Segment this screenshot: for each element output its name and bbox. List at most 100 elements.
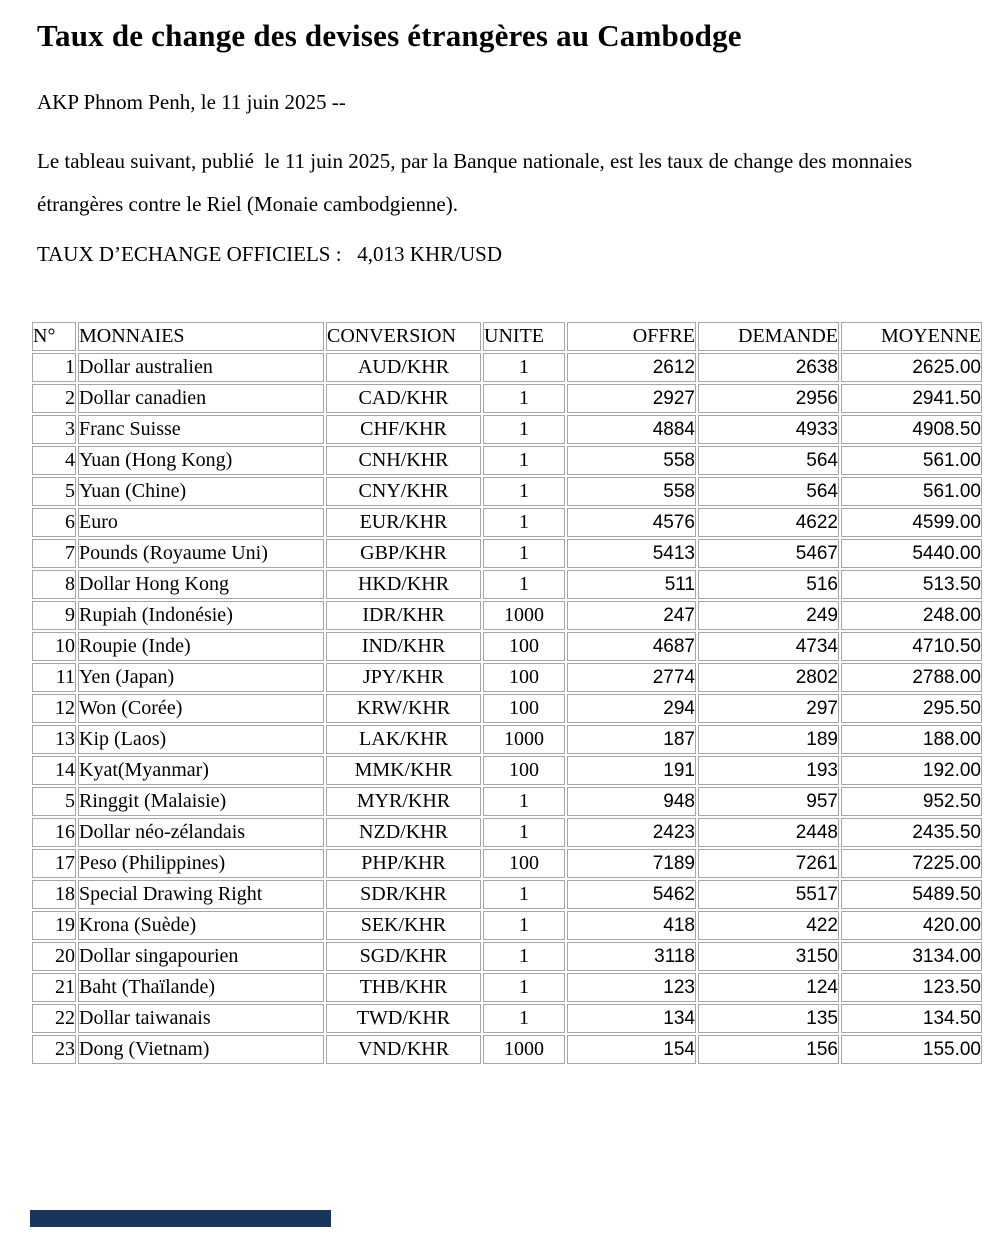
cell-offre: 511 <box>567 570 696 599</box>
cell-offre: 4576 <box>567 508 696 537</box>
table-row: 4 Yuan (Hong Kong) CNH/KHR 1 558 564 561.00 <box>32 446 982 475</box>
cell-moyenne: 134.50 <box>841 1004 982 1033</box>
document-page: { "page": { "title": "Taux de change des… <box>0 14 1000 1244</box>
cell-moyenne: 561.00 <box>841 446 982 475</box>
table-row: 10 Roupie (Inde) IND/KHR 100 4687 4734 4710.50 <box>32 632 982 661</box>
cell-demande: 297 <box>698 694 839 723</box>
cell-monnaie: Dollar singapourien <box>78 942 324 971</box>
cell-offre: 2423 <box>567 818 696 847</box>
cell-unite: 100 <box>483 632 565 661</box>
cell-offre: 4687 <box>567 632 696 661</box>
cell-moyenne: 952.50 <box>841 787 982 816</box>
cell-moyenne: 7225.00 <box>841 849 982 878</box>
cell-demande: 124 <box>698 973 839 1002</box>
cell-demande: 4622 <box>698 508 839 537</box>
cell-monnaie: Roupie (Inde) <box>78 632 324 661</box>
cell-demande: 2448 <box>698 818 839 847</box>
cell-moyenne: 5489.50 <box>841 880 982 909</box>
cell-moyenne: 4599.00 <box>841 508 982 537</box>
cell-conversion: HKD/KHR <box>326 570 481 599</box>
cell-offre: 948 <box>567 787 696 816</box>
cell-offre: 134 <box>567 1004 696 1033</box>
cell-conversion: CNY/KHR <box>326 477 481 506</box>
cell-offre: 5462 <box>567 880 696 909</box>
cell-no: 16 <box>32 818 76 847</box>
cell-monnaie: Baht (Thaïlande) <box>78 973 324 1002</box>
cell-offre: 418 <box>567 911 696 940</box>
cell-conversion: NZD/KHR <box>326 818 481 847</box>
table-row: 17 Peso (Philippines) PHP/KHR 100 7189 7261 72… <box>32 849 982 878</box>
table-row: 6 Euro EUR/KHR 1 4576 4622 4599.00 <box>32 508 982 537</box>
cell-no: 17 <box>32 849 76 878</box>
cell-monnaie: Euro <box>78 508 324 537</box>
cell-no: 10 <box>32 632 76 661</box>
cell-monnaie: Dollar Hong Kong <box>78 570 324 599</box>
cell-no: 8 <box>32 570 76 599</box>
cell-moyenne: 295.50 <box>841 694 982 723</box>
cell-demande: 2802 <box>698 663 839 692</box>
table-row: 14 Kyat(Myanmar) MMK/KHR 100 191 193 192.00 <box>32 756 982 785</box>
cell-offre: 7189 <box>567 849 696 878</box>
cell-no: 1 <box>32 353 76 382</box>
table-row: 19 Krona (Suède) SEK/KHR 1 418 422 420.00 <box>32 911 982 940</box>
cell-demande: 2638 <box>698 353 839 382</box>
cell-offre: 3118 <box>567 942 696 971</box>
cell-unite: 1 <box>483 570 565 599</box>
cell-unite: 1 <box>483 787 565 816</box>
cell-no: 6 <box>32 508 76 537</box>
cell-monnaie: Kip (Laos) <box>78 725 324 754</box>
cell-demande: 135 <box>698 1004 839 1033</box>
cell-unite: 1 <box>483 415 565 444</box>
cell-unite: 1 <box>483 477 565 506</box>
cell-demande: 5467 <box>698 539 839 568</box>
cell-conversion: LAK/KHR <box>326 725 481 754</box>
cell-conversion: SGD/KHR <box>326 942 481 971</box>
cell-monnaie: Dollar taiwanais <box>78 1004 324 1033</box>
cell-conversion: CHF/KHR <box>326 415 481 444</box>
cell-no: 13 <box>32 725 76 754</box>
cell-moyenne: 4908.50 <box>841 415 982 444</box>
cell-moyenne: 561.00 <box>841 477 982 506</box>
cell-unite: 1 <box>483 973 565 1002</box>
cell-demande: 564 <box>698 477 839 506</box>
cell-no: 5 <box>32 477 76 506</box>
cell-conversion: PHP/KHR <box>326 849 481 878</box>
cell-demande: 516 <box>698 570 839 599</box>
table-row: 13 Kip (Laos) LAK/KHR 1000 187 189 188.00 <box>32 725 982 754</box>
cell-no: 2 <box>32 384 76 413</box>
cell-conversion: GBP/KHR <box>326 539 481 568</box>
cell-demande: 5517 <box>698 880 839 909</box>
table-row: 1 Dollar australien AUD/KHR 1 2612 2638 2625.0… <box>32 353 982 382</box>
cell-unite: 100 <box>483 756 565 785</box>
cell-offre: 4884 <box>567 415 696 444</box>
header-offre: OFFRE <box>567 322 696 351</box>
cell-unite: 1 <box>483 880 565 909</box>
footer-bar <box>30 1210 331 1227</box>
cell-moyenne: 123.50 <box>841 973 982 1002</box>
table-row: 20 Dollar singapourien SGD/KHR 1 3118 3150 313… <box>32 942 982 971</box>
header-demande: DEMANDE <box>698 322 839 351</box>
cell-demande: 189 <box>698 725 839 754</box>
intro-paragraph: Le tableau suivant, publié le 11 juin 20… <box>37 149 918 216</box>
cell-no: 11 <box>32 663 76 692</box>
exchange-rates-table: N° MONNAIES CONVERSION UNITE OFFRE DEMAN… <box>30 320 984 1066</box>
cell-conversion: JPY/KHR <box>326 663 481 692</box>
cell-conversion: CAD/KHR <box>326 384 481 413</box>
cell-moyenne: 2435.50 <box>841 818 982 847</box>
cell-demande: 422 <box>698 911 839 940</box>
table-row: 16 Dollar néo-zélandais NZD/KHR 1 2423 2448 24… <box>32 818 982 847</box>
cell-demande: 2956 <box>698 384 839 413</box>
cell-monnaie: Dollar australien <box>78 353 324 382</box>
cell-unite: 1 <box>483 539 565 568</box>
cell-unite: 100 <box>483 663 565 692</box>
cell-offre: 2927 <box>567 384 696 413</box>
cell-monnaie: Ringgit (Malaisie) <box>78 787 324 816</box>
cell-no: 9 <box>32 601 76 630</box>
cell-conversion: MMK/KHR <box>326 756 481 785</box>
cell-no: 21 <box>32 973 76 1002</box>
cell-conversion: SDR/KHR <box>326 880 481 909</box>
cell-conversion: IDR/KHR <box>326 601 481 630</box>
cell-monnaie: Franc Suisse <box>78 415 324 444</box>
cell-offre: 154 <box>567 1035 696 1064</box>
cell-moyenne: 155.00 <box>841 1035 982 1064</box>
